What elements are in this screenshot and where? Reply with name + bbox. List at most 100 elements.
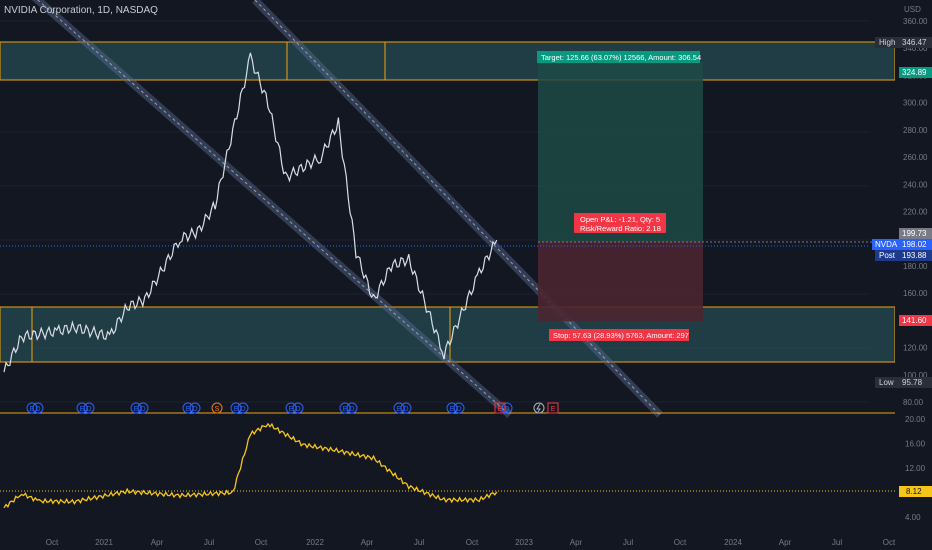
event-marker-icon[interactable]: D (83, 402, 95, 414)
price-tick-label: 240.00 (903, 180, 928, 189)
event-marker-icon[interactable]: D (346, 402, 358, 414)
indicator-tick-label: 12.00 (905, 464, 926, 473)
svg-text:Post: Post (879, 251, 896, 260)
svg-text:D: D (456, 406, 461, 413)
svg-text:S: S (215, 406, 220, 413)
event-marker-icon[interactable]: D (400, 402, 412, 414)
time-tick-label: Apr (779, 538, 792, 547)
target-label: Target: 125.66 (63.07%) 12566, Amount: 3… (537, 51, 701, 63)
price-tick-label: 80.00 (903, 398, 924, 407)
indicator-tick-label: 16.00 (905, 440, 926, 449)
event-marker-icon[interactable]: E (547, 402, 559, 414)
event-marker-icon[interactable]: S (211, 402, 223, 414)
low-badge: Low 95.78 (875, 377, 932, 388)
event-marker-icon[interactable]: D (237, 402, 249, 414)
entry-price-badge: 199.73 (899, 228, 932, 239)
event-marker-icon[interactable]: E (494, 402, 506, 414)
time-axis[interactable]: Oct 2021 Apr Jul Oct 2022 Apr Jul Oct 2023 Apr Jul O… (46, 538, 896, 547)
svg-text:346.47: 346.47 (902, 38, 927, 47)
price-tick-label: 160.00 (903, 289, 928, 298)
event-marker-icon[interactable]: E (285, 402, 297, 414)
svg-text:E: E (234, 406, 239, 413)
high-badge: High 346.47 (875, 37, 932, 48)
time-tick-label: 2023 (515, 538, 533, 547)
svg-text:324.89: 324.89 (902, 68, 927, 77)
svg-text:E: E (397, 406, 402, 413)
event-marker-icon[interactable]: D (453, 402, 465, 414)
profit-area[interactable] (538, 62, 703, 242)
svg-text:D: D (349, 406, 354, 413)
svg-text:D: D (86, 406, 91, 413)
time-tick-label: 2022 (306, 538, 324, 547)
event-marker-icon[interactable]: E (130, 402, 142, 414)
svg-text:E: E (134, 406, 139, 413)
indicator-tick-label: 20.00 (905, 415, 926, 424)
svg-text:D: D (192, 406, 197, 413)
svg-text:High: High (879, 38, 895, 47)
time-tick-label: Jul (623, 538, 633, 547)
time-tick-label: 2021 (95, 538, 113, 547)
support-zone[interactable] (0, 306, 896, 363)
svg-text:E: E (80, 406, 85, 413)
price-tick-label: 260.00 (903, 153, 928, 162)
currency-label: USD (904, 5, 921, 14)
price-tick-label: 360.00 (903, 17, 928, 26)
stop-price-badge: 141.60 (899, 315, 932, 326)
svg-text:D: D (403, 406, 408, 413)
svg-text:E: E (551, 406, 556, 413)
event-marker-icon[interactable]: D (292, 402, 304, 414)
svg-text:E: E (289, 406, 294, 413)
event-marker-icon[interactable]: E (393, 402, 405, 414)
time-tick-label: Jul (832, 538, 842, 547)
svg-text:Open P&L: -1.21, Qty: 5: Open P&L: -1.21, Qty: 5 (580, 215, 660, 224)
event-marker-icon[interactable]: D (189, 402, 201, 414)
event-marker-icon[interactable]: D (32, 402, 44, 414)
target-price-badge: 324.89 (899, 67, 932, 78)
resistance-zone[interactable] (0, 41, 896, 81)
time-tick-label: Apr (151, 538, 164, 547)
loss-area[interactable] (538, 242, 703, 321)
svg-text:8.12: 8.12 (906, 487, 922, 496)
time-tick-label: Jul (204, 538, 214, 547)
time-tick-label: Oct (674, 538, 687, 547)
post-price-badge: Post 193.88 (875, 250, 932, 261)
price-tick-label: 120.00 (903, 344, 928, 353)
svg-text:95.78: 95.78 (902, 378, 923, 387)
svg-text:Target: 125.66 (63.07%) 12566,: Target: 125.66 (63.07%) 12566, Amount: 3… (541, 53, 701, 62)
pnl-label: Open P&L: -1.21, Qty: 5 Risk/Reward Rati… (574, 213, 666, 233)
event-marker-icon[interactable]: D (137, 402, 149, 414)
event-marker-icon[interactable]: E (230, 402, 242, 414)
svg-text:Stop: 57.63 (28.93%) 5763, Amo: Stop: 57.63 (28.93%) 5763, Amount: 297 (553, 331, 689, 340)
svg-text:199.73: 199.73 (902, 229, 927, 238)
svg-text:D: D (35, 406, 40, 413)
price-tick-label: 340.00 (903, 44, 928, 53)
event-marker-icon[interactable]: E (26, 402, 38, 414)
price-axis[interactable] (895, 0, 932, 550)
svg-text:D: D (295, 406, 300, 413)
last-price-badge: NVDA 198.02 (872, 239, 932, 250)
time-tick-label: Jul (414, 538, 424, 547)
lightning-icon[interactable] (533, 402, 545, 414)
svg-text:D: D (504, 406, 509, 413)
time-tick-label: 2024 (724, 538, 742, 547)
event-marker-icon[interactable]: D (501, 402, 513, 414)
stop-label: Stop: 57.63 (28.93%) 5763, Amount: 297 (549, 329, 689, 341)
svg-text:D: D (140, 406, 145, 413)
event-marker-icon[interactable]: E (76, 402, 88, 414)
svg-text:E: E (343, 406, 348, 413)
descending-channel[interactable] (15, 0, 663, 419)
time-tick-label: Oct (46, 538, 59, 547)
indicator-value-badge: 8.12 (899, 486, 932, 497)
indicator-series-line (3, 422, 498, 509)
time-tick-label: Oct (466, 538, 479, 547)
event-marker-icon[interactable]: E (182, 402, 194, 414)
event-marker-icon[interactable]: E (339, 402, 351, 414)
symbol-title[interactable]: NVIDIA Corporation, 1D, NASDAQ (4, 5, 158, 16)
svg-text:E: E (186, 406, 191, 413)
svg-text:E: E (498, 406, 503, 413)
event-marker-icon[interactable]: E (446, 402, 458, 414)
time-tick-label: Oct (255, 538, 268, 547)
